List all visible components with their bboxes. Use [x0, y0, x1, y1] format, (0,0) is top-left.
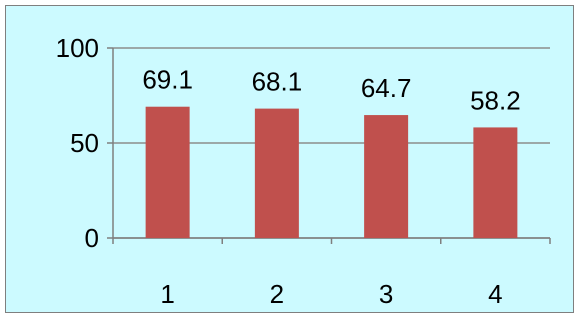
bar [473, 127, 518, 238]
data-labels: 69.1 68.1 64.7 58.2 [142, 65, 520, 116]
x-tick-label: 4 [488, 279, 502, 309]
y-tick-labels: 0 50 100 [56, 33, 99, 253]
data-label: 69.1 [142, 65, 193, 95]
x-tick-labels: 1 2 3 4 [160, 279, 502, 309]
y-tick-label: 50 [70, 128, 99, 158]
bar [364, 115, 409, 238]
data-label: 68.1 [252, 67, 303, 97]
x-tick-label: 2 [270, 279, 284, 309]
bar [145, 106, 190, 239]
y-tick-label: 100 [56, 33, 99, 63]
data-label: 64.7 [361, 73, 412, 103]
x-tick-label: 3 [379, 279, 393, 309]
bars [145, 106, 518, 239]
data-label: 58.2 [470, 85, 521, 115]
y-tick-label: 0 [85, 223, 99, 253]
bar [254, 108, 299, 238]
x-tick-label: 1 [160, 279, 174, 309]
